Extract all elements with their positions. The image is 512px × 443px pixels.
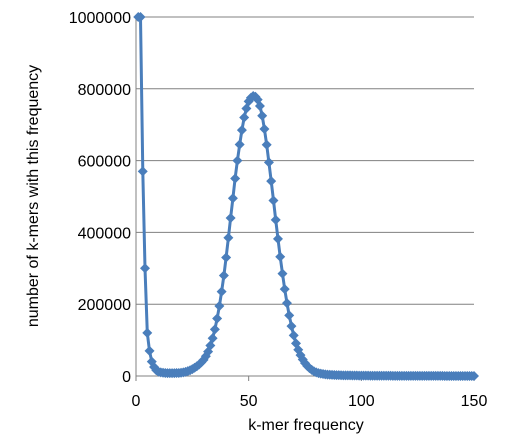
tick-labels: 0 200000 400000 600000 800000 1000000 0 50 100 15… [69, 10, 488, 410]
data-point [209, 324, 220, 335]
data-point [144, 345, 155, 356]
data-point [281, 298, 292, 309]
data-point [142, 327, 153, 338]
data-point [221, 252, 232, 263]
y-tick-label: 1000000 [69, 10, 131, 27]
data-point [266, 176, 277, 187]
y-tick-label: 400000 [78, 225, 131, 242]
y-tick-label: 600000 [78, 154, 131, 171]
data-point [212, 313, 223, 324]
x-tick-label: 100 [348, 393, 375, 410]
data-point [214, 300, 225, 311]
x-tick-label: 150 [461, 393, 488, 410]
data-point [277, 268, 288, 279]
data-point [272, 233, 283, 244]
x-axis-title: k-mer frequency [248, 417, 364, 434]
data-point [236, 125, 247, 136]
x-tick-label: 50 [240, 393, 258, 410]
data-point [259, 124, 270, 135]
data-point [286, 321, 297, 332]
axes [135, 17, 475, 381]
data-point [216, 286, 227, 297]
data-point [140, 263, 151, 274]
data-point [261, 139, 272, 150]
x-tick-label: 0 [132, 393, 141, 410]
data-point [288, 330, 299, 341]
data-point [207, 333, 218, 344]
gridlines [136, 16, 474, 305]
data-point [275, 251, 286, 262]
y-tick-label: 800000 [78, 82, 131, 99]
y-tick-label: 0 [122, 369, 131, 386]
data-point [284, 310, 295, 321]
data-point [239, 112, 250, 123]
data-point [254, 101, 265, 112]
data-point [263, 157, 274, 168]
data-point [268, 195, 279, 206]
data-point [223, 232, 234, 243]
data-point [469, 370, 479, 381]
y-tick-label: 200000 [78, 297, 131, 314]
data-point [279, 284, 290, 295]
data-point [218, 270, 229, 281]
data-point [225, 213, 236, 224]
y-axis-title: number of k-mers with this frequency [25, 65, 42, 327]
data-point [234, 139, 245, 150]
series-markers [133, 12, 479, 381]
data-point [270, 214, 281, 225]
data-point [230, 173, 241, 184]
series-line-path [138, 15, 474, 378]
data-point [257, 110, 268, 121]
data-point [232, 155, 243, 166]
data-point [227, 193, 238, 204]
data-point [137, 166, 148, 177]
series-line [138, 15, 474, 378]
data-point [135, 12, 146, 22]
